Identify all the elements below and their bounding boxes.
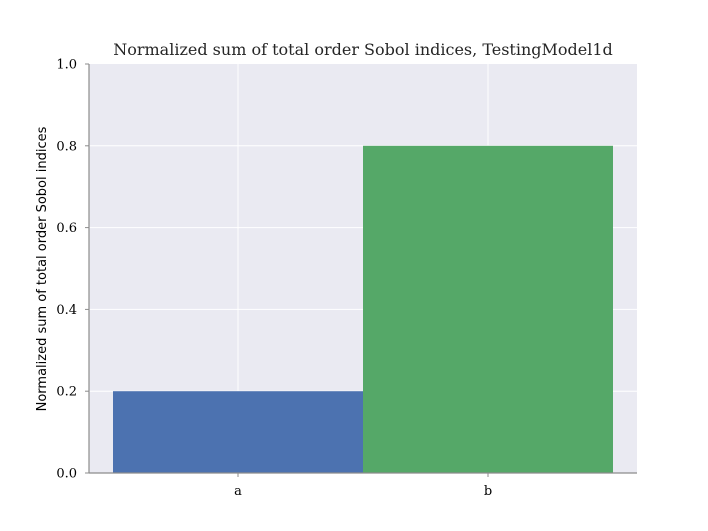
y-tick-label: 0.6 <box>56 221 77 236</box>
chart-title: Normalized sum of total order Sobol indi… <box>113 40 613 59</box>
bars <box>113 145 613 474</box>
y-axis-label: Normalized sum of total order Sobol indi… <box>35 126 50 411</box>
y-ticks: 0.0 0.2 0.4 0.6 0.8 1.0 <box>56 58 89 482</box>
axes <box>88 64 637 474</box>
x-tick-label: b <box>484 484 492 499</box>
y-tick-label: 0.2 <box>56 385 77 400</box>
y-tick-label: 0.8 <box>56 139 77 154</box>
bar-b <box>363 145 613 474</box>
y-tick-label: 1.0 <box>56 58 77 73</box>
y-tick-label: 0.0 <box>56 467 77 482</box>
bar-a <box>113 391 363 473</box>
x-tick-label: a <box>234 484 242 499</box>
y-tick-label: 0.4 <box>56 303 77 318</box>
